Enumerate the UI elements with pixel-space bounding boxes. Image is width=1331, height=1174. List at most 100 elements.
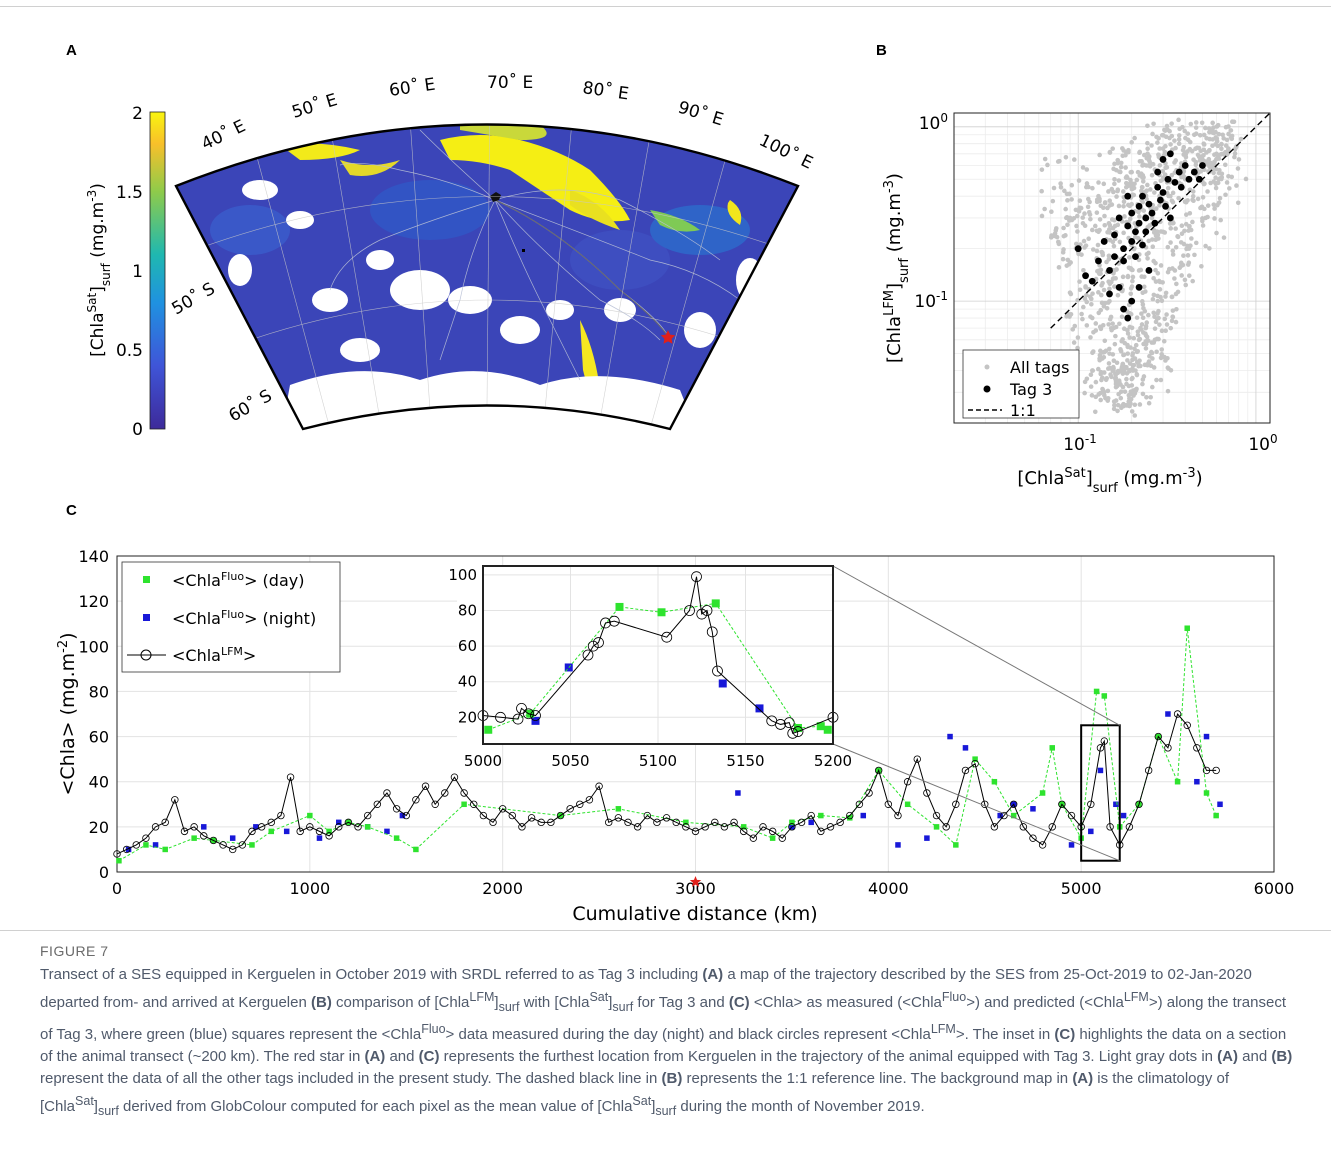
scatter-point-all-tags	[1169, 121, 1174, 126]
scatter-point-all-tags	[1205, 189, 1210, 194]
transect-x-tick: 4000	[868, 879, 909, 898]
scatter-point-all-tags	[1082, 223, 1088, 229]
scatter-point-all-tags	[1165, 185, 1171, 191]
scatter-point-all-tags	[1052, 233, 1058, 239]
transect-lfm-point	[373, 800, 382, 808]
scatter-point-all-tags	[1107, 351, 1112, 356]
scatter-point-all-tags	[1156, 136, 1161, 141]
scatter-point-all-tags	[1137, 363, 1143, 369]
scatter-point-all-tags	[1211, 202, 1217, 207]
scatter-point-tag3	[1171, 178, 1179, 186]
scatter-point-all-tags	[1072, 323, 1078, 329]
scatter-point-tag3	[1145, 267, 1153, 274]
scatter-point-all-tags	[1159, 347, 1165, 352]
transect-lfm-point	[489, 818, 497, 827]
transect-night-point	[1113, 801, 1119, 808]
scatter-point-all-tags	[1228, 128, 1234, 133]
transect-x-ticks: 0 1000 2000 3000 4000 5000 6000	[112, 879, 1294, 898]
scatter-point-all-tags	[1183, 199, 1189, 205]
scatter-point-all-tags	[1216, 131, 1222, 137]
scatter-point-all-tags	[1164, 123, 1170, 129]
scatter-point-all-tags	[1061, 225, 1066, 231]
scatter-point-all-tags	[1147, 353, 1152, 359]
scatter-point-all-tags	[1127, 335, 1132, 340]
scatter-point-all-tags	[1207, 136, 1213, 142]
scatter-point-all-tags	[1106, 322, 1111, 327]
scatter-point-all-tags	[1179, 273, 1184, 278]
scatter-point-all-tags	[1097, 390, 1103, 396]
scatter-point-all-tags	[1163, 290, 1169, 296]
transect-lfm-point	[1096, 744, 1105, 752]
scatter-point-all-tags	[1214, 151, 1219, 157]
scatter-point-all-tags	[1133, 234, 1138, 240]
scatter-point-all-tags	[1124, 371, 1130, 376]
scatter-point-all-tags	[1201, 181, 1207, 187]
scatter-point-tag3	[1142, 214, 1150, 222]
transect-night-point	[1068, 842, 1075, 848]
scatter-point-all-tags	[1120, 337, 1125, 342]
scatter-point-all-tags	[1132, 135, 1137, 141]
transect-night-point	[201, 824, 207, 830]
scatter-point-all-tags	[1212, 216, 1217, 221]
scatter-point-all-tags	[1131, 192, 1137, 198]
scatter-point-all-tags	[1060, 256, 1066, 262]
transect-night-point	[1088, 828, 1094, 835]
scatter-point-all-tags	[1127, 361, 1133, 366]
scatter-point-all-tags	[1206, 126, 1212, 131]
scatter-point-tag3	[1175, 168, 1183, 176]
scatter-point-all-tags	[1116, 178, 1122, 183]
inset-y-tick: 20	[458, 708, 477, 726]
transect-lfm-point	[132, 841, 140, 849]
scatter-point-all-tags	[1055, 239, 1061, 245]
transect-lfm-point	[1144, 766, 1153, 775]
scatter-point-all-tags	[1232, 154, 1237, 160]
scatter-point-all-tags	[1185, 262, 1191, 267]
scatter-point-all-tags	[1050, 198, 1056, 204]
transect-night-point	[1217, 801, 1223, 808]
scatter-point-all-tags	[1172, 276, 1177, 281]
scatter-point-all-tags	[1118, 347, 1123, 352]
transect-legend-lfm: <ChlaLFM>	[172, 645, 256, 666]
scatter-point-tag3	[1142, 228, 1150, 236]
scatter-point-tag3	[1128, 209, 1136, 217]
scatter-point-all-tags	[1172, 268, 1178, 273]
transect-lfm-point	[1183, 721, 1191, 729]
scatter-point-all-tags	[1139, 311, 1144, 316]
furthest-location-star	[689, 876, 702, 887]
scatter-point-all-tags	[1203, 125, 1208, 131]
transect-lfm-point	[248, 827, 256, 836]
inset-lfm-point	[512, 713, 524, 725]
scatter-point-all-tags	[1232, 151, 1238, 156]
scatter-point-all-tags	[1160, 169, 1166, 174]
caption-rule	[0, 930, 1331, 931]
transect-lfm-point	[884, 800, 893, 808]
scatter-point-all-tags	[1210, 120, 1215, 126]
transect-lfm-point	[306, 823, 314, 831]
scatter-point-all-tags	[1168, 325, 1174, 331]
scatter-point-tag3	[1135, 219, 1143, 227]
scatter-point-all-tags	[1137, 158, 1143, 164]
scatter-point-all-tags	[1111, 243, 1117, 249]
scatter-point-all-tags	[1217, 195, 1223, 201]
scatter-point-all-tags	[1095, 268, 1100, 274]
scatter-point-all-tags	[1075, 213, 1080, 219]
scatter-point-all-tags	[1110, 368, 1115, 373]
transect-night-point	[384, 828, 390, 835]
scatter-point-all-tags	[1201, 142, 1207, 147]
scatter-point-tag3	[1151, 219, 1159, 227]
figure-label: FIGURE 7	[40, 943, 109, 959]
transect-day-point	[818, 812, 824, 819]
scatter-point-all-tags	[1101, 370, 1107, 375]
scatter-point-all-tags	[1160, 146, 1166, 151]
scatter-point-all-tags	[1058, 181, 1063, 186]
scatter-point-all-tags	[1106, 189, 1111, 194]
scatter-point-all-tags	[1132, 413, 1138, 418]
transect-lfm-point	[277, 811, 285, 820]
scatter-point-all-tags	[1229, 119, 1235, 124]
scatter-point-all-tags	[1084, 292, 1089, 298]
scatter-point-all-tags	[1190, 278, 1195, 284]
scatter-point-all-tags	[1099, 377, 1104, 383]
scatter-point-all-tags	[1085, 204, 1091, 210]
inset-lfm-point	[701, 605, 713, 616]
transect-lfm-point	[662, 814, 671, 822]
